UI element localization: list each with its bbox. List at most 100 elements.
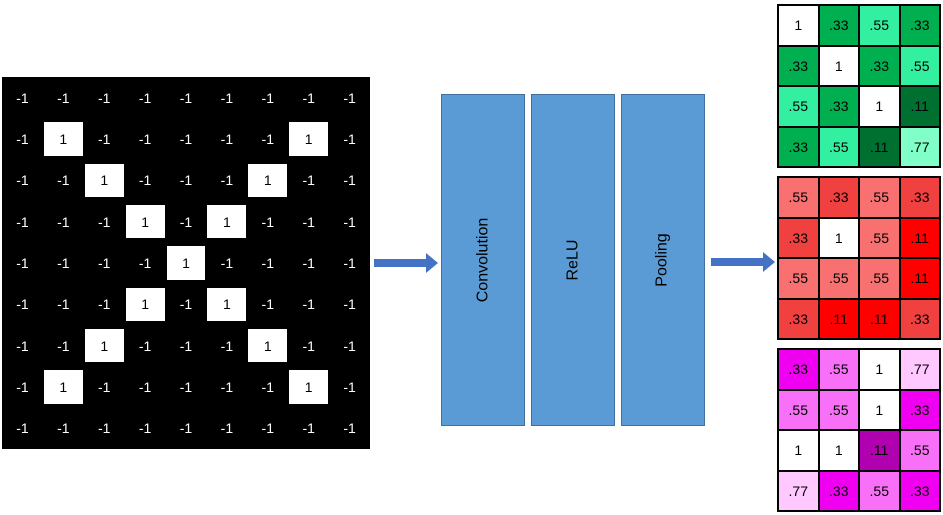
input-cell: -1 — [179, 130, 193, 147]
input-cell: -1 — [97, 254, 111, 271]
input-cell: 1 — [248, 163, 288, 197]
input-cell: -1 — [220, 254, 234, 271]
input-cell: -1 — [261, 89, 274, 106]
stage-convolution: Convolution — [441, 94, 525, 426]
matrix-cell: .55 — [859, 177, 900, 218]
input-cell: -1 — [16, 130, 29, 147]
input-cell: -1 — [343, 254, 356, 271]
arrow-shape — [374, 253, 438, 273]
input-cell: -1 — [343, 89, 356, 106]
input-cell: -1 — [138, 337, 152, 354]
input-cell: -1 — [16, 254, 29, 271]
stage-label: Pooling — [654, 233, 671, 287]
input-cell: 1 — [84, 163, 124, 197]
matrix-cell: .55 — [778, 177, 819, 218]
matrix-cell: .55 — [818, 126, 859, 167]
input-cell: -1 — [138, 130, 152, 147]
matrix-cell: .55 — [818, 258, 859, 299]
input-cell: -1 — [179, 378, 193, 395]
input-cell: 1 — [43, 370, 83, 404]
matrix-cell: .11 — [818, 298, 859, 339]
input-cell: 1 — [166, 246, 206, 280]
input-cell: -1 — [57, 172, 70, 189]
matrix-cell: .55 — [778, 86, 819, 127]
input-cell: 1 — [43, 122, 83, 156]
input-cell: -1 — [220, 130, 234, 147]
matrix-cell: .11 — [859, 430, 900, 471]
matrix-cell: .33 — [818, 86, 859, 127]
input-cell: -1 — [302, 89, 315, 106]
input-cell: 1 — [289, 122, 329, 156]
input-cell: -1 — [138, 378, 152, 395]
matrix-cell: .33 — [818, 470, 859, 511]
matrix-cell: .55 — [859, 217, 900, 258]
input-cell: -1 — [57, 89, 70, 106]
matrix-cell: .55 — [818, 349, 859, 390]
matrix-cell: .33 — [859, 45, 900, 86]
matrix-cell: 1 — [778, 430, 819, 471]
input-cell: -1 — [97, 89, 111, 106]
matrix-cell: .55 — [818, 389, 859, 430]
input-cell: -1 — [343, 378, 356, 395]
input-cell: 1 — [125, 287, 165, 321]
input-cell: -1 — [57, 213, 70, 230]
matrix-cell: .33 — [899, 5, 940, 46]
matrix-cell: .77 — [778, 470, 819, 511]
input-cell: -1 — [302, 337, 315, 354]
input-cell: -1 — [179, 337, 193, 354]
input-cell: -1 — [138, 89, 152, 106]
input-cell: -1 — [97, 296, 111, 313]
matrix-cell: 1 — [859, 86, 900, 127]
stage-pooling: Pooling — [621, 94, 705, 426]
input-cell: 1 — [207, 287, 247, 321]
matrix-cell: .55 — [778, 258, 819, 299]
input-cell: -1 — [97, 130, 111, 147]
input-cell: -1 — [261, 213, 274, 230]
input-cell: -1 — [179, 420, 193, 437]
matrix-cell: .33 — [899, 298, 940, 339]
input-cell: -1 — [261, 378, 274, 395]
input-cell: -1 — [179, 213, 193, 230]
matrix-cell: .11 — [859, 126, 900, 167]
matrix-cell: .33 — [778, 349, 819, 390]
input-cell: -1 — [261, 420, 274, 437]
input-cell: -1 — [343, 420, 356, 437]
matrix-cell: 1 — [818, 45, 859, 86]
input-cell: -1 — [179, 296, 193, 313]
input-cell: -1 — [97, 213, 111, 230]
input-cell: -1 — [261, 130, 274, 147]
input-cell: -1 — [16, 420, 29, 437]
input-cell: -1 — [302, 172, 315, 189]
input-cell: 1 — [84, 328, 124, 363]
matrix-cell: .33 — [778, 217, 819, 258]
stage-label: ReLU — [564, 239, 581, 281]
input-cell: -1 — [261, 296, 274, 313]
input-cell: -1 — [343, 172, 356, 189]
input-cell: -1 — [16, 296, 29, 313]
input-image-grid: -1 -1 -1 -1 -1 -1 -1 -1 -1 -1 1 -1 -1 -1 -1 -1 1 -1 -1 -1 1-… — [2, 77, 370, 449]
matrix-cell: .33 — [899, 177, 940, 218]
input-cell: -1 — [138, 420, 152, 437]
input-cell: -1 — [16, 89, 29, 106]
input-cell: -1 — [16, 213, 29, 230]
input-cell: -1 — [343, 337, 356, 354]
output-matrix-green: 1.33.55.33.33 1.33.55.55.33 1.11.33.55.11.… — [777, 4, 941, 168]
input-cell: -1 — [302, 254, 315, 271]
input-cell: -1 — [97, 420, 111, 437]
input-cell: -1 — [97, 378, 111, 395]
matrix-cell: .33 — [778, 126, 819, 167]
input-cell: -1 — [138, 254, 152, 271]
matrix-cell: .33 — [899, 389, 940, 430]
matrix-cell: .11 — [899, 258, 940, 299]
input-cell: -1 — [57, 420, 70, 437]
input-arrow — [374, 253, 438, 273]
input-cell: -1 — [179, 172, 193, 189]
input-cell: -1 — [57, 254, 70, 271]
input-cell: -1 — [343, 130, 356, 147]
input-cell: -1 — [220, 420, 234, 437]
matrix-cell: .33 — [818, 5, 859, 46]
input-cell: -1 — [220, 337, 234, 354]
matrix-cell: .55 — [859, 470, 900, 511]
output-matrix-magenta: .33.55 1.77.55.55 1.33 1 1.11.55.77.33.55.33 — [777, 348, 941, 512]
matrix-cell: .33 — [818, 177, 859, 218]
